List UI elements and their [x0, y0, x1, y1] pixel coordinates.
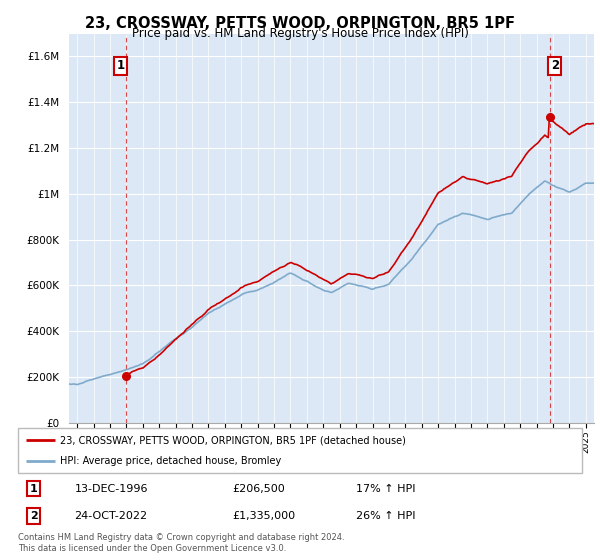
Text: 2: 2: [30, 511, 38, 521]
Text: 13-DEC-1996: 13-DEC-1996: [74, 484, 148, 494]
Text: 17% ↑ HPI: 17% ↑ HPI: [356, 484, 416, 494]
Text: 23, CROSSWAY, PETTS WOOD, ORPINGTON, BR5 1PF: 23, CROSSWAY, PETTS WOOD, ORPINGTON, BR5…: [85, 16, 515, 31]
Text: £206,500: £206,500: [232, 484, 285, 494]
Text: 23, CROSSWAY, PETTS WOOD, ORPINGTON, BR5 1PF (detached house): 23, CROSSWAY, PETTS WOOD, ORPINGTON, BR5…: [60, 436, 406, 446]
Text: HPI: Average price, detached house, Bromley: HPI: Average price, detached house, Brom…: [60, 456, 281, 466]
Text: 1: 1: [116, 59, 125, 72]
FancyBboxPatch shape: [18, 428, 582, 473]
Text: 1: 1: [30, 484, 38, 494]
Text: Price paid vs. HM Land Registry's House Price Index (HPI): Price paid vs. HM Land Registry's House …: [131, 27, 469, 40]
Text: £1,335,000: £1,335,000: [232, 511, 295, 521]
Text: Contains HM Land Registry data © Crown copyright and database right 2024.
This d: Contains HM Land Registry data © Crown c…: [18, 533, 344, 553]
Text: 24-OCT-2022: 24-OCT-2022: [74, 511, 148, 521]
Text: 26% ↑ HPI: 26% ↑ HPI: [356, 511, 416, 521]
Text: 2: 2: [551, 59, 559, 72]
